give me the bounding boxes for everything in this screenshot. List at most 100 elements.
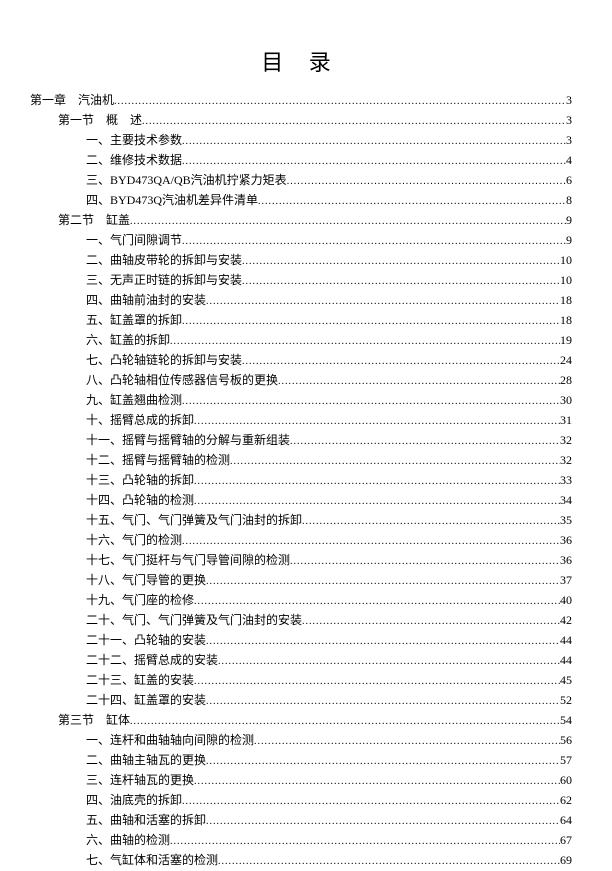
toc-entry-label: 三、BYD473QA/QB汽油机拧紧力矩表 <box>86 171 287 189</box>
toc-entry: 十六、气门的检测36 <box>30 531 572 551</box>
toc-entry: 二、曲轴主轴瓦的更换57 <box>30 751 572 771</box>
toc-leader-dots <box>182 133 566 151</box>
toc-leader-dots <box>194 413 560 431</box>
toc-entry-page: 57 <box>560 751 572 769</box>
toc-entry: 十二、摇臂与摇臂轴的检测 32 <box>30 451 572 471</box>
toc-entry-label: 一、连杆和曲轴轴向间隙的检测 <box>86 731 254 749</box>
table-of-contents: 第一章 汽油机3第一节 概 述3一、主要技术参数3二、维修技术数据4三、BYD4… <box>30 91 572 871</box>
toc-entry-page: 9 <box>566 231 572 249</box>
toc-entry-page: 8 <box>566 191 572 209</box>
toc-leader-dots <box>287 173 566 191</box>
toc-leader-dots <box>194 473 560 491</box>
toc-leader-dots <box>130 713 560 731</box>
toc-leader-dots <box>182 393 560 411</box>
toc-entry-label: 十三、凸轮轴的拆卸 <box>86 471 194 489</box>
toc-entry-page: 3 <box>566 111 572 129</box>
toc-entry-page: 34 <box>560 491 572 509</box>
toc-leader-dots <box>290 433 560 451</box>
toc-entry: 八、凸轮轴相位传感器信号板的更换 28 <box>30 371 572 391</box>
toc-entry-page: 56 <box>560 731 572 749</box>
toc-entry-page: 67 <box>560 831 572 849</box>
toc-entry-label: 五、缸盖罩的拆卸 <box>86 311 182 329</box>
toc-entry-page: 32 <box>560 431 572 449</box>
toc-entry-label: 二十、气门、气门弹簧及气门油封的安装 <box>86 611 302 629</box>
toc-leader-dots <box>206 573 560 591</box>
toc-entry: 第二节 缸盖 9 <box>30 211 572 231</box>
toc-entry: 十、摇臂总成的拆卸31 <box>30 411 572 431</box>
toc-entry-page: 33 <box>560 471 572 489</box>
toc-leader-dots <box>206 813 560 831</box>
toc-entry-page: 40 <box>560 591 572 609</box>
toc-entry: 五、缸盖罩的拆卸 18 <box>30 311 572 331</box>
toc-entry: 九、缸盖翘曲检测30 <box>30 391 572 411</box>
toc-leader-dots <box>206 293 560 311</box>
toc-entry-label: 第三节 缸体 <box>58 711 130 729</box>
toc-leader-dots <box>254 733 560 751</box>
toc-entry-page: 54 <box>560 711 572 729</box>
toc-leader-dots <box>258 193 566 211</box>
toc-entry-page: 28 <box>560 371 572 389</box>
toc-entry: 一、主要技术参数3 <box>30 131 572 151</box>
toc-entry-label: 第一节 概 述 <box>58 111 142 129</box>
toc-entry-page: 18 <box>560 291 572 309</box>
toc-entry-label: 一、主要技术参数 <box>86 131 182 149</box>
toc-entry-page: 36 <box>560 551 572 569</box>
toc-leader-dots <box>182 533 560 551</box>
toc-entry-label: 十六、气门的检测 <box>86 531 182 549</box>
toc-entry: 三、连杆轴瓦的更换60 <box>30 771 572 791</box>
toc-entry-label: 十、摇臂总成的拆卸 <box>86 411 194 429</box>
toc-entry: 十七、气门挺杆与气门导管间隙的检测 36 <box>30 551 572 571</box>
toc-entry: 三、BYD473QA/QB汽油机拧紧力矩表 6 <box>30 171 572 191</box>
toc-entry: 第一节 概 述 3 <box>30 111 572 131</box>
toc-entry-page: 32 <box>560 451 572 469</box>
toc-entry-label: 第一章 汽油机 <box>30 91 114 109</box>
toc-entry-label: 十七、气门挺杆与气门导管间隙的检测 <box>86 551 290 569</box>
toc-entry-label: 四、BYD473Q汽油机差异件清单 <box>86 191 258 209</box>
toc-entry-label: 三、无声正时链的拆卸与安装 <box>86 271 242 289</box>
toc-entry: 六、缸盖的拆卸19 <box>30 331 572 351</box>
toc-leader-dots <box>182 793 560 811</box>
toc-leader-dots <box>230 453 560 471</box>
toc-entry: 七、凸轮轴链轮的拆卸与安装24 <box>30 351 572 371</box>
toc-entry-page: 18 <box>560 311 572 329</box>
toc-entry-page: 19 <box>560 331 572 349</box>
toc-entry-page: 44 <box>560 651 572 669</box>
toc-entry-page: 42 <box>560 611 572 629</box>
toc-entry: 二十三、缸盖的安装45 <box>30 671 572 691</box>
toc-entry-label: 十四、凸轮轴的检测 <box>86 491 194 509</box>
toc-entry: 三、无声正时链的拆卸与安装 10 <box>30 271 572 291</box>
toc-entry-page: 9 <box>566 211 572 229</box>
toc-entry-label: 二、曲轴皮带轮的拆卸与安装 <box>86 251 242 269</box>
toc-entry: 一、连杆和曲轴轴向间隙的检测 56 <box>30 731 572 751</box>
toc-entry-page: 44 <box>560 631 572 649</box>
toc-entry: 十八、气门导管的更换37 <box>30 571 572 591</box>
toc-leader-dots <box>242 253 560 271</box>
toc-leader-dots <box>182 313 560 331</box>
toc-entry: 二十二、摇臂总成的安装44 <box>30 651 572 671</box>
toc-entry-label: 六、曲轴的检测 <box>86 831 170 849</box>
toc-entry-label: 第二节 缸盖 <box>58 211 130 229</box>
toc-entry: 十一、摇臂与摇臂轴的分解与重新组装 32 <box>30 431 572 451</box>
toc-entry-label: 十九、气门座的检修 <box>86 591 194 609</box>
toc-entry-label: 八、凸轮轴相位传感器信号板的更换 <box>86 371 278 389</box>
toc-entry-page: 6 <box>566 171 572 189</box>
toc-entry-label: 五、曲轴和活塞的拆卸 <box>86 811 206 829</box>
toc-leader-dots <box>170 333 560 351</box>
toc-entry-page: 10 <box>560 271 572 289</box>
toc-leader-dots <box>194 593 560 611</box>
toc-entry: 二十、气门、气门弹簧及气门油封的安装 42 <box>30 611 572 631</box>
toc-entry: 十九、气门座的检修 40 <box>30 591 572 611</box>
toc-entry-page: 37 <box>560 571 572 589</box>
toc-entry-page: 52 <box>560 691 572 709</box>
toc-entry-label: 一、气门间隙调节 <box>86 231 182 249</box>
toc-entry: 第三节 缸体 54 <box>30 711 572 731</box>
doc-title: 目 录 <box>30 45 572 77</box>
toc-entry-page: 4 <box>566 151 572 169</box>
toc-entry: 四、曲轴前油封的安装18 <box>30 291 572 311</box>
toc-entry: 第一章 汽油机3 <box>30 91 572 111</box>
toc-leader-dots <box>142 113 566 131</box>
toc-leader-dots <box>206 753 560 771</box>
toc-entry-label: 十二、摇臂与摇臂轴的检测 <box>86 451 230 469</box>
toc-leader-dots <box>130 213 566 231</box>
toc-entry-label: 十一、摇臂与摇臂轴的分解与重新组装 <box>86 431 290 449</box>
